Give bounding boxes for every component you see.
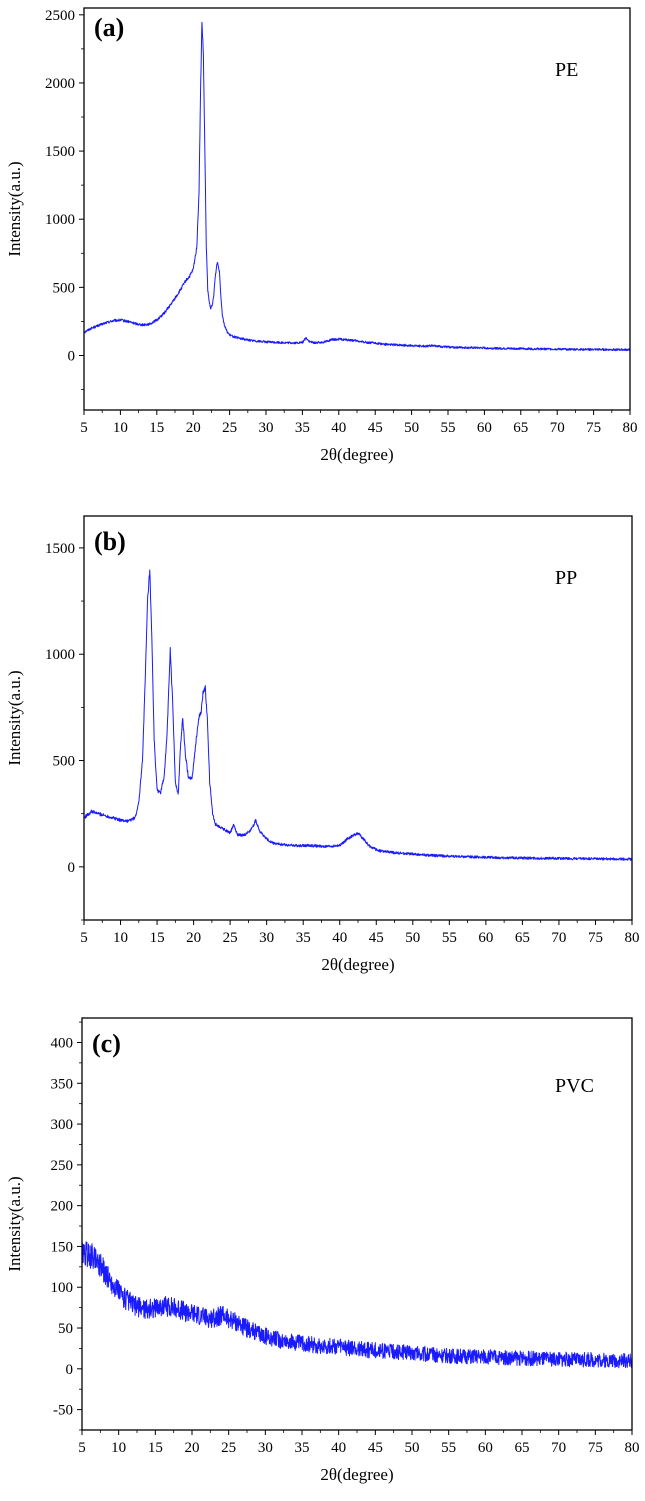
x-tick-label: 75 <box>588 1440 603 1456</box>
x-tick-label: 65 <box>515 930 530 946</box>
x-tick-label: 10 <box>113 420 128 436</box>
x-tick-label: 20 <box>186 420 201 436</box>
y-tick-label: 150 <box>51 1239 74 1255</box>
sample-label: PVC <box>555 1075 594 1097</box>
chart-pp: 5 10 15 20 25 30 35 40 45 50 55 60 65 70 75 80 0 500 1000 1… <box>5 515 640 974</box>
x-tick-label: 40 <box>331 1440 346 1456</box>
panel-c: 5 10 15 20 25 30 35 40 45 50 55 60 65 70 75 80 -50 0 50 100… <box>0 1000 645 1501</box>
x-tick-label: 45 <box>368 1440 383 1456</box>
x-tick-label: 75 <box>588 930 603 946</box>
x-tick-label: 60 <box>478 930 493 946</box>
y-tick-label: 200 <box>51 1199 74 1215</box>
x-tick-label: 70 <box>550 420 565 436</box>
y-tick-label: 1500 <box>45 541 75 557</box>
panel-label: (a) <box>94 13 124 42</box>
y-tick-label: 0 <box>68 348 76 364</box>
x-tick-label: 25 <box>222 420 237 436</box>
x-tick-label: 60 <box>477 420 492 436</box>
x-axis-title: 2θ(degree) <box>321 955 394 974</box>
y-tick-label: 0 <box>66 1362 74 1378</box>
panel-b: 5 10 15 20 25 30 35 40 45 50 55 60 65 70 75 80 0 500 1000 1… <box>0 500 645 990</box>
x-tick-label: 45 <box>368 420 383 436</box>
plot-frame <box>81 1017 633 1431</box>
y-axis-title: Intensity(a.u.) <box>5 1176 24 1271</box>
x-tick-label: 10 <box>113 930 128 946</box>
plot-frame <box>83 515 633 921</box>
x-tick-label: 35 <box>295 420 310 436</box>
x-tick-label: 15 <box>148 1440 163 1456</box>
y-tick-label: 350 <box>51 1076 74 1092</box>
series-line <box>81 1241 633 1369</box>
x-tick-label: 45 <box>369 930 384 946</box>
x-tick-label: 50 <box>404 420 419 436</box>
y-tick-label: 300 <box>51 1117 74 1133</box>
x-tick-label: 25 <box>223 930 238 946</box>
x-tick-label: 25 <box>221 1440 236 1456</box>
x-tick-label: 65 <box>515 1440 530 1456</box>
y-tick-label: 1000 <box>45 647 75 663</box>
y-tick-label: 500 <box>53 280 76 296</box>
x-tick-label: 40 <box>331 420 346 436</box>
series-line <box>83 21 631 352</box>
x-axis-title: 2θ(degree) <box>320 1465 393 1484</box>
x-tick-label: 30 <box>259 930 274 946</box>
chart-pvc: 5 10 15 20 25 30 35 40 45 50 55 60 65 70 75 80 -50 0 50 100… <box>5 1017 640 1484</box>
x-axis-title: 2θ(degree) <box>320 445 393 464</box>
panel-a: 5 10 15 20 25 30 35 40 45 50 55 60 65 70 75 80 0 500 1000 1… <box>0 0 645 480</box>
y-axis-title: Intensity(a.u.) <box>5 670 24 765</box>
x-tick-label: 20 <box>186 930 201 946</box>
y-tick-label: 250 <box>51 1158 74 1174</box>
x-tick-label: 50 <box>405 930 420 946</box>
y-tick-label: 50 <box>58 1321 73 1337</box>
x-tick-label: 70 <box>551 930 566 946</box>
y-tick-label: 400 <box>51 1035 74 1051</box>
x-tick-label: 55 <box>442 930 457 946</box>
y-tick-label: 2500 <box>45 8 75 24</box>
panel-label: (b) <box>94 527 126 556</box>
x-tick-label: 40 <box>332 930 347 946</box>
x-tick-label: 55 <box>441 420 456 436</box>
x-tick-label: 30 <box>259 420 274 436</box>
x-tick-label: 70 <box>551 1440 566 1456</box>
x-tick-label: 10 <box>111 1440 126 1456</box>
y-tick-label: 1000 <box>45 212 75 228</box>
x-tick-label: 80 <box>625 930 640 946</box>
x-tick-label: 60 <box>478 1440 493 1456</box>
chart-pe: 5 10 15 20 25 30 35 40 45 50 55 60 65 70 75 80 0 500 1000 1… <box>5 7 638 464</box>
x-tick-label: 75 <box>586 420 601 436</box>
x-tick-label: 35 <box>295 1440 310 1456</box>
x-tick-label: 15 <box>149 420 164 436</box>
x-tick-label: 5 <box>80 930 88 946</box>
x-tick-label: 15 <box>150 930 165 946</box>
series-line <box>83 569 633 861</box>
y-axis-title: Intensity(a.u.) <box>5 161 24 256</box>
x-tick-label: 80 <box>625 1440 640 1456</box>
y-tick-label: -50 <box>53 1403 73 1419</box>
panel-label: (c) <box>92 1029 121 1058</box>
x-tick-label: 55 <box>441 1440 456 1456</box>
x-tick-label: 5 <box>78 1440 86 1456</box>
sample-label: PP <box>555 567 577 589</box>
x-tick-label: 5 <box>80 420 88 436</box>
x-tick-label: 20 <box>185 1440 200 1456</box>
y-tick-label: 2000 <box>45 76 75 92</box>
x-tick-label: 80 <box>623 420 638 436</box>
y-tick-label: 1500 <box>45 144 75 160</box>
sample-label: PE <box>555 59 578 81</box>
x-tick-label: 35 <box>296 930 311 946</box>
x-tick-label: 30 <box>258 1440 273 1456</box>
x-tick-label: 65 <box>513 420 528 436</box>
y-tick-label: 0 <box>68 860 76 876</box>
x-tick-label: 50 <box>405 1440 420 1456</box>
y-tick-label: 500 <box>53 754 76 770</box>
y-tick-label: 100 <box>51 1280 74 1296</box>
